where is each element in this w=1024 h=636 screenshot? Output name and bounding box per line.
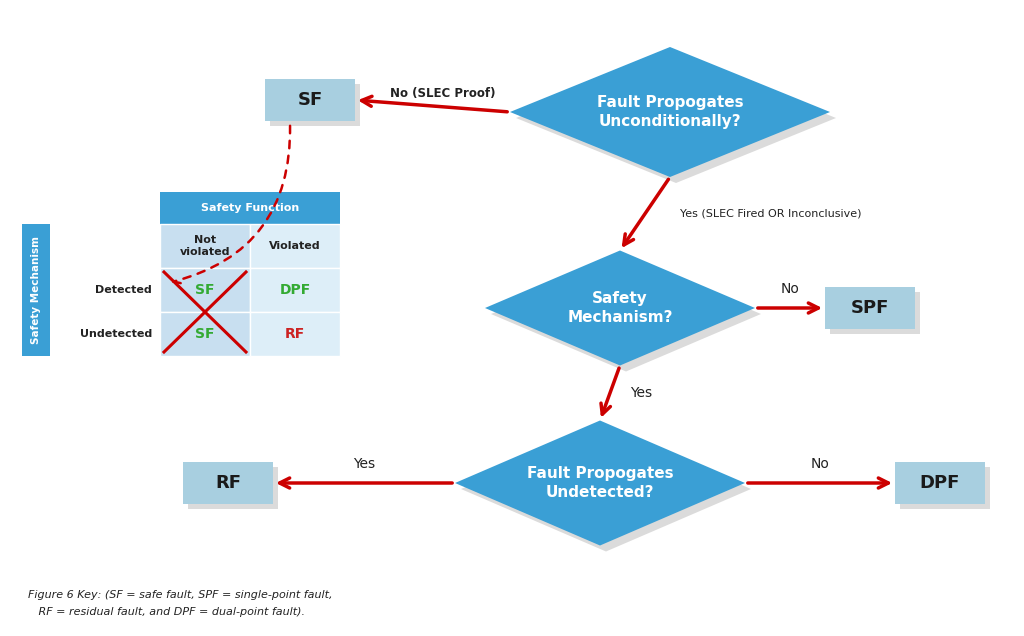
FancyBboxPatch shape	[270, 84, 360, 126]
FancyBboxPatch shape	[160, 192, 340, 224]
Text: SPF: SPF	[851, 299, 889, 317]
Text: Figure 6 Key: (SF = safe fault, SPF = single-point fault,: Figure 6 Key: (SF = safe fault, SPF = si…	[28, 590, 333, 600]
Text: Fault Propogates
Unconditionally?: Fault Propogates Unconditionally?	[597, 95, 743, 129]
Text: SF: SF	[297, 91, 323, 109]
Text: Safety
Mechanism?: Safety Mechanism?	[567, 291, 673, 325]
FancyBboxPatch shape	[160, 312, 250, 356]
Text: SF: SF	[196, 327, 215, 341]
FancyBboxPatch shape	[188, 467, 278, 509]
Text: Yes (SLEC Fired OR Inconclusive): Yes (SLEC Fired OR Inconclusive)	[680, 209, 861, 219]
FancyBboxPatch shape	[895, 462, 985, 504]
FancyBboxPatch shape	[265, 79, 355, 121]
FancyBboxPatch shape	[22, 224, 50, 356]
Polygon shape	[490, 256, 761, 371]
Polygon shape	[455, 420, 745, 546]
Text: RF = residual fault, and DPF = dual-point fault).: RF = residual fault, and DPF = dual-poin…	[28, 607, 305, 617]
Text: Yes: Yes	[353, 457, 375, 471]
Text: Safety Mechanism: Safety Mechanism	[31, 236, 41, 344]
Text: DPF: DPF	[920, 474, 961, 492]
Text: Detected: Detected	[95, 285, 152, 295]
Text: RF: RF	[285, 327, 305, 341]
Text: Not
violated: Not violated	[180, 235, 230, 257]
Polygon shape	[510, 47, 830, 177]
Text: No (SLEC Proof): No (SLEC Proof)	[390, 87, 496, 100]
Text: No: No	[811, 457, 829, 471]
Text: Yes: Yes	[630, 386, 652, 400]
Text: Violated: Violated	[269, 241, 321, 251]
Text: SF: SF	[196, 283, 215, 297]
FancyBboxPatch shape	[830, 292, 920, 334]
Text: Safety Function: Safety Function	[201, 203, 299, 213]
Polygon shape	[485, 251, 755, 366]
FancyBboxPatch shape	[250, 224, 340, 268]
FancyBboxPatch shape	[183, 462, 273, 504]
Text: Fault Propogates
Undetected?: Fault Propogates Undetected?	[526, 466, 674, 500]
Text: No: No	[780, 282, 800, 296]
FancyBboxPatch shape	[250, 268, 340, 312]
FancyBboxPatch shape	[160, 268, 250, 312]
Polygon shape	[461, 427, 751, 551]
FancyBboxPatch shape	[900, 467, 990, 509]
Text: Undetected: Undetected	[80, 329, 152, 339]
FancyBboxPatch shape	[250, 312, 340, 356]
FancyBboxPatch shape	[160, 224, 250, 268]
Text: DPF: DPF	[280, 283, 310, 297]
Polygon shape	[516, 53, 836, 183]
Text: RF: RF	[215, 474, 241, 492]
FancyBboxPatch shape	[825, 287, 915, 329]
